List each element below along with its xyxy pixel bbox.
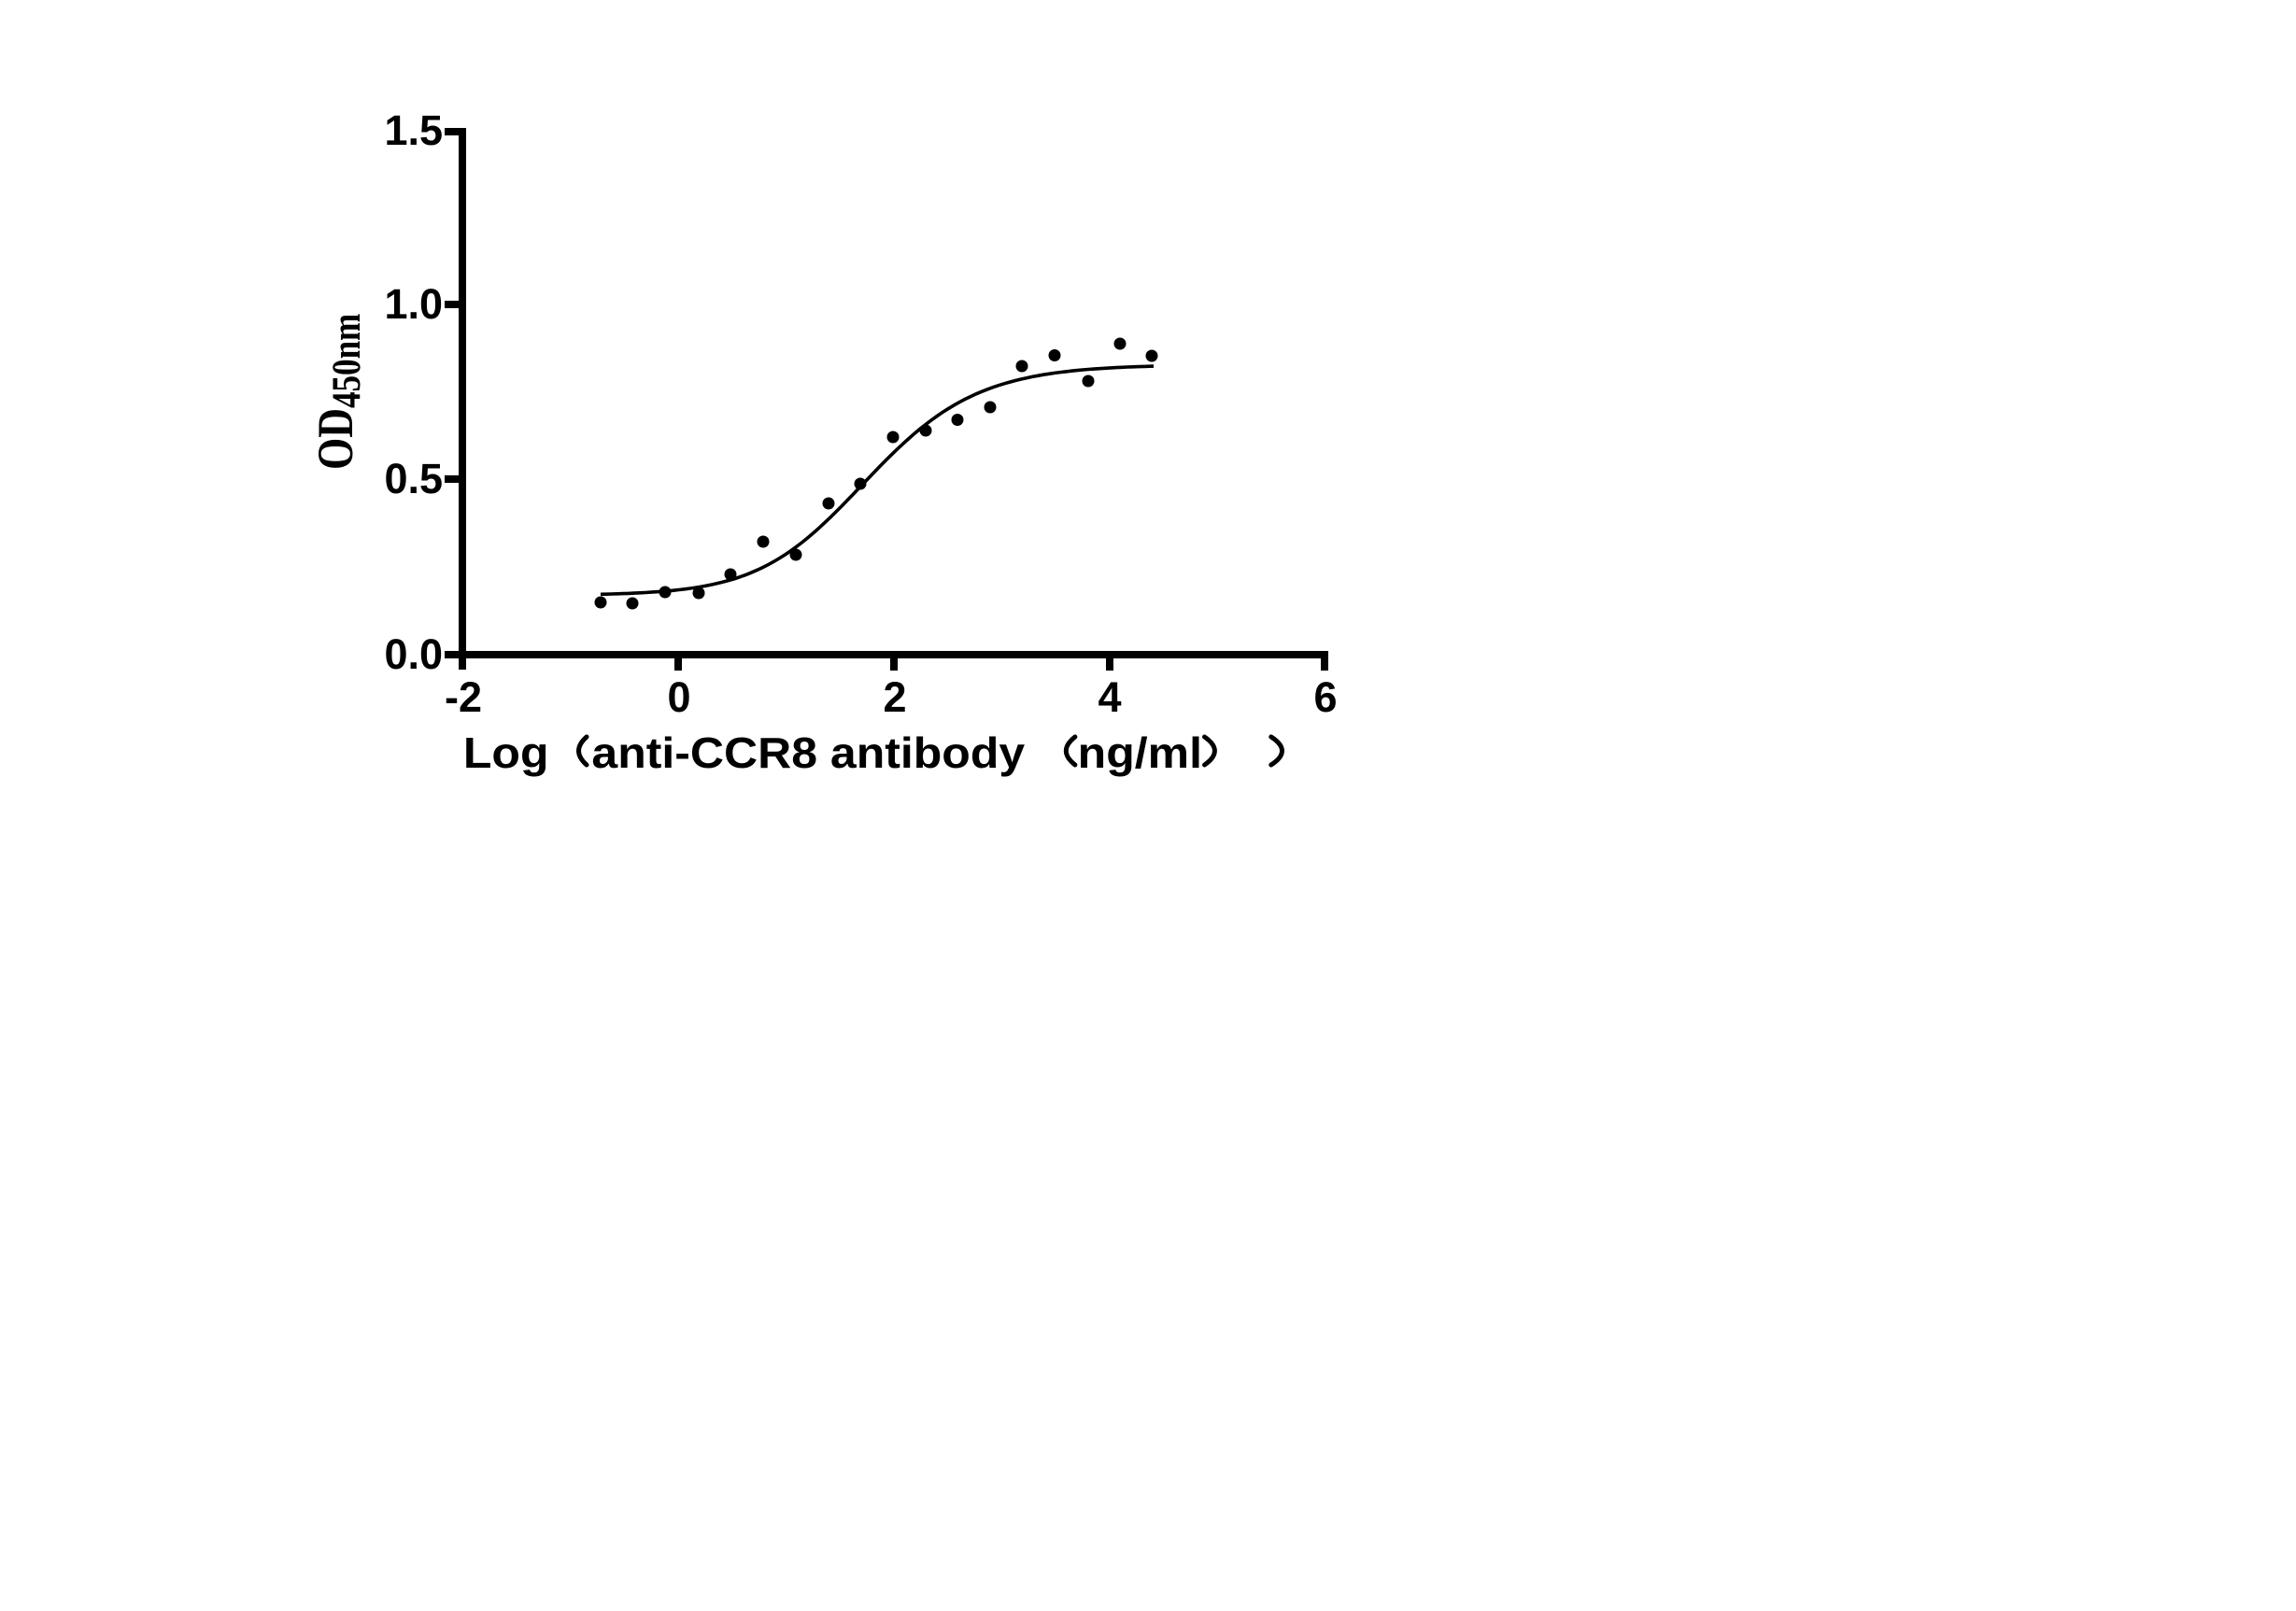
svg-text:-2: -2	[445, 673, 482, 721]
svg-text:1.5: 1.5	[384, 106, 443, 154]
svg-text:0.0: 0.0	[384, 630, 443, 678]
svg-text:4: 4	[1098, 673, 1121, 721]
svg-text:2: 2	[883, 673, 906, 721]
svg-text:ng/ml: ng/ml	[1078, 730, 1202, 778]
svg-text:0.5: 0.5	[384, 455, 443, 502]
svg-text:6: 6	[1313, 673, 1337, 721]
svg-text:1.0: 1.0	[384, 280, 443, 328]
svg-text:anti-CCR8 antibody: anti-CCR8 antibody	[591, 730, 1025, 778]
svg-text:Log: Log	[463, 730, 549, 778]
svg-text:0: 0	[667, 673, 690, 721]
